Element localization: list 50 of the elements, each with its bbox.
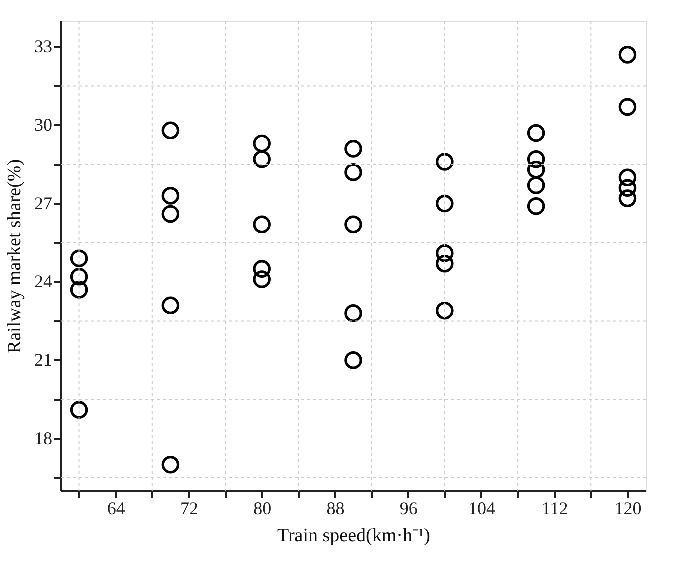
point bbox=[618, 46, 637, 64]
y-tick-label: 30 bbox=[34, 114, 52, 135]
point bbox=[527, 176, 546, 194]
point bbox=[70, 281, 88, 299]
x-axis-title: Train speed(km·h⁻¹) bbox=[278, 526, 430, 546]
x-tick-label: 88 bbox=[326, 498, 345, 518]
x-tick-label: 96 bbox=[400, 498, 418, 518]
point bbox=[436, 244, 454, 262]
y-tick-label: 33 bbox=[34, 36, 52, 57]
point bbox=[527, 124, 546, 142]
point bbox=[253, 216, 271, 234]
y-tick-label: 24 bbox=[34, 272, 52, 292]
point bbox=[344, 304, 362, 322]
point bbox=[618, 179, 637, 197]
x-tick-label: 64 bbox=[107, 498, 126, 518]
point bbox=[436, 302, 454, 320]
point bbox=[162, 456, 180, 474]
x-tick-label: 72 bbox=[180, 498, 198, 518]
point bbox=[162, 122, 180, 140]
point bbox=[618, 190, 637, 208]
point bbox=[253, 270, 271, 288]
point bbox=[618, 168, 637, 187]
point bbox=[344, 216, 362, 234]
point bbox=[436, 254, 454, 273]
point bbox=[162, 296, 180, 314]
x-tick-label: 112 bbox=[542, 498, 568, 518]
point bbox=[70, 250, 88, 268]
point bbox=[162, 205, 180, 224]
y-tick-label: 27 bbox=[34, 193, 52, 214]
point bbox=[618, 98, 637, 116]
point bbox=[344, 352, 362, 370]
x-tick-label: 104 bbox=[468, 498, 496, 518]
y-tick-label: 21 bbox=[34, 350, 52, 370]
x-tick-label: 80 bbox=[254, 498, 272, 518]
point bbox=[436, 153, 454, 171]
point bbox=[527, 150, 546, 168]
point bbox=[253, 260, 271, 278]
point bbox=[344, 140, 362, 158]
x-tick-label: 120 bbox=[614, 498, 642, 518]
point bbox=[253, 150, 271, 168]
point bbox=[344, 164, 362, 182]
point bbox=[253, 134, 271, 153]
point bbox=[70, 401, 88, 419]
y-tick-label: 18 bbox=[34, 428, 52, 448]
point bbox=[527, 198, 546, 216]
point bbox=[162, 187, 180, 205]
point bbox=[70, 268, 88, 286]
point bbox=[436, 194, 454, 213]
point bbox=[527, 160, 546, 179]
y-axis-title: Railway market share(%) bbox=[4, 159, 26, 354]
